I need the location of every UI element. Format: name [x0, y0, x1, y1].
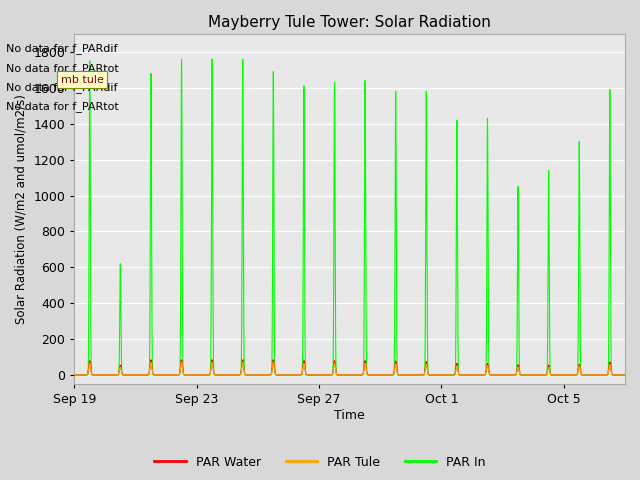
Legend: PAR Water, PAR Tule, PAR In: PAR Water, PAR Tule, PAR In — [149, 451, 491, 474]
Text: No data for f_PARtot: No data for f_PARtot — [6, 63, 119, 73]
Text: No data for f_PARdif: No data for f_PARdif — [6, 44, 118, 54]
Title: Mayberry Tule Tower: Solar Radiation: Mayberry Tule Tower: Solar Radiation — [208, 15, 491, 30]
Text: mb tule: mb tule — [61, 75, 104, 85]
Y-axis label: Solar Radiation (W/m2 and umol/m2/s): Solar Radiation (W/m2 and umol/m2/s) — [15, 94, 28, 324]
Text: No data for f_PARdif: No data for f_PARdif — [6, 82, 118, 93]
Text: No data for f_PARtot: No data for f_PARtot — [6, 101, 119, 112]
X-axis label: Time: Time — [334, 409, 365, 422]
